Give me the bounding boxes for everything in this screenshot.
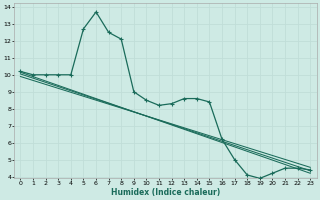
X-axis label: Humidex (Indice chaleur): Humidex (Indice chaleur) bbox=[111, 188, 220, 197]
